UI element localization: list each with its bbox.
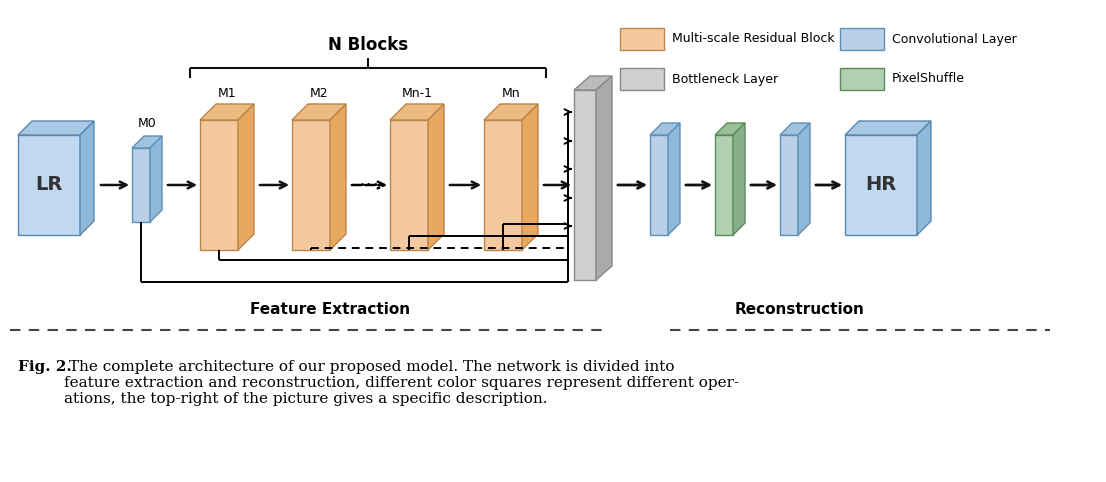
FancyBboxPatch shape (620, 28, 664, 50)
Polygon shape (390, 104, 444, 120)
Text: Mn-1: Mn-1 (401, 87, 432, 100)
Polygon shape (330, 104, 346, 250)
Text: Reconstruction: Reconstruction (735, 302, 865, 317)
Polygon shape (200, 104, 254, 120)
Polygon shape (799, 123, 810, 235)
Polygon shape (80, 121, 94, 235)
Polygon shape (132, 136, 161, 148)
Text: Bottleneck Layer: Bottleneck Layer (672, 72, 779, 85)
Polygon shape (780, 135, 799, 235)
Polygon shape (733, 123, 745, 235)
Polygon shape (596, 76, 612, 280)
Polygon shape (292, 120, 330, 250)
Polygon shape (484, 120, 522, 250)
Polygon shape (714, 123, 745, 135)
Text: Mn: Mn (502, 87, 520, 100)
FancyBboxPatch shape (620, 68, 664, 90)
Polygon shape (292, 104, 346, 120)
Text: Fig. 2.: Fig. 2. (18, 360, 72, 374)
Polygon shape (150, 136, 161, 222)
Polygon shape (238, 104, 254, 250)
Text: N Blocks: N Blocks (328, 36, 408, 54)
Polygon shape (522, 104, 538, 250)
Polygon shape (200, 120, 238, 250)
Polygon shape (668, 123, 680, 235)
Polygon shape (780, 123, 810, 135)
Text: M0: M0 (137, 117, 156, 130)
Text: HR: HR (865, 175, 897, 195)
Polygon shape (917, 121, 931, 235)
Text: M1: M1 (218, 87, 237, 100)
Polygon shape (390, 120, 428, 250)
Polygon shape (18, 135, 80, 235)
Text: Multi-scale Residual Block: Multi-scale Residual Block (672, 32, 835, 45)
Polygon shape (428, 104, 444, 250)
Text: M2: M2 (310, 87, 328, 100)
FancyBboxPatch shape (839, 68, 884, 90)
Text: The complete architecture of our proposed model. The network is divided into
fea: The complete architecture of our propose… (64, 360, 739, 406)
Polygon shape (132, 148, 150, 222)
FancyBboxPatch shape (839, 28, 884, 50)
Text: Feature Extraction: Feature Extraction (250, 302, 410, 317)
Text: LR: LR (35, 175, 63, 195)
Polygon shape (574, 90, 596, 280)
Polygon shape (18, 121, 94, 135)
Polygon shape (650, 135, 668, 235)
Text: Convolutional Layer: Convolutional Layer (893, 32, 1016, 45)
Polygon shape (845, 135, 917, 235)
Polygon shape (845, 121, 931, 135)
Polygon shape (650, 123, 680, 135)
Polygon shape (714, 135, 733, 235)
Text: PixelShuffle: PixelShuffle (893, 72, 966, 85)
Text: ···: ··· (358, 175, 380, 197)
Polygon shape (484, 104, 538, 120)
Polygon shape (574, 76, 612, 90)
